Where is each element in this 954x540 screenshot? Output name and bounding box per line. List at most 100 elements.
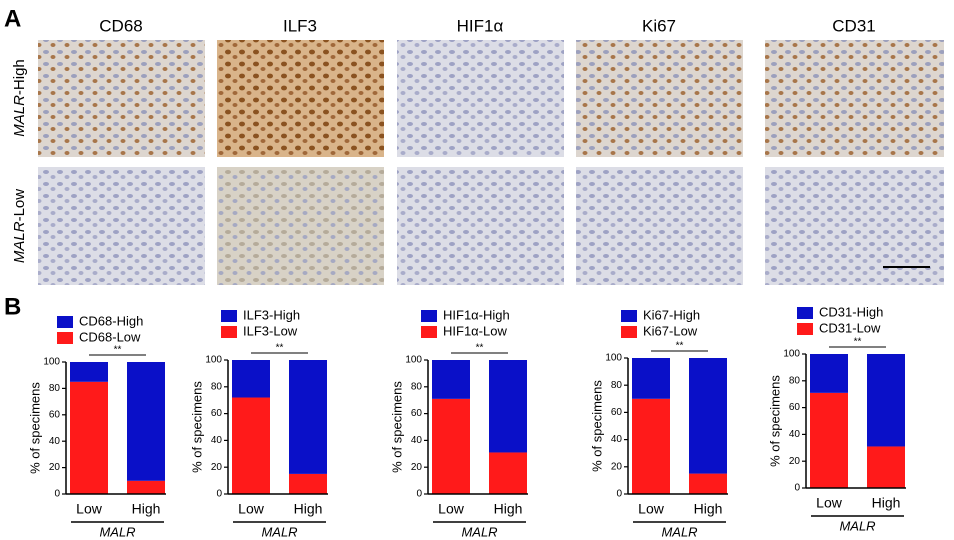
column-label: CD31 [832,16,875,35]
y-tick-label: 0 [416,489,422,500]
legend-label: CD31-High [819,304,883,319]
y-tick-label: 40 [211,435,223,446]
micrograph [765,167,944,285]
x-tick-label: Low [76,501,103,517]
y-tick-label: 60 [611,407,623,418]
y-tick-label: 0 [54,489,60,500]
legend-swatch [797,307,813,319]
row-label: MALR-Low [11,189,28,263]
bar-segment [632,358,670,399]
y-tick-label: 100 [205,355,222,366]
y-tick-label: 40 [611,434,623,445]
legend-swatch [621,326,637,338]
y-tick-label: 60 [211,408,223,419]
x-tick-label: Low [238,501,265,517]
y-tick-label: 80 [789,375,801,386]
micrograph [217,40,384,157]
bar-segment [127,362,165,481]
legend-label: ILF3-High [243,307,300,322]
bar-segment [810,392,848,488]
micrograph [397,40,564,157]
micrograph [576,167,743,285]
y-tick-label: 20 [211,462,223,473]
bar-segment [867,354,905,447]
row-label-gene: MALR [11,95,28,137]
legend-label: HIF1α-Low [443,323,507,338]
column-label: HIF1α [457,16,504,35]
y-tick-label: 100 [405,355,422,366]
y-tick-label: 0 [616,489,622,500]
y-tick-label: 60 [789,402,801,413]
bar-segment [70,381,108,494]
bar-segment [432,360,470,399]
y-axis-label: % of specimens [27,382,42,474]
x-tick-label: High [294,501,323,517]
legend-label: CD31-Low [819,320,881,335]
legend-swatch [421,310,437,322]
bar-segment [289,473,327,494]
row-label-suffix: -High [11,59,28,95]
bar-segment [289,360,327,474]
row-label-gene: MALR [11,221,28,263]
column-label: Ki67 [642,16,676,35]
panel-label: A [4,5,21,32]
bar-segment [489,452,527,494]
y-tick-label: 60 [49,409,61,420]
y-tick-label: 0 [216,489,222,500]
y-tick-label: 40 [789,429,801,440]
y-tick-label: 20 [49,462,61,473]
y-tick-label: 100 [605,353,622,364]
legend-swatch [421,326,437,338]
significance: ** [476,343,484,354]
x-tick-label: Low [438,501,465,517]
y-axis-label: % of specimens [767,375,782,467]
legend-swatch [57,332,73,344]
x-axis-label: MALR [99,524,135,539]
x-axis-label: MALR [261,524,297,539]
micrograph [38,167,205,285]
legend-label: CD68-Low [79,329,141,344]
legend-label: HIF1α-High [443,307,510,322]
x-tick-label: High [132,501,161,517]
significance: ** [676,341,684,352]
y-tick-label: 40 [411,435,423,446]
bar-segment [489,360,527,453]
y-tick-label: 60 [411,408,423,419]
legend-swatch [797,323,813,335]
y-tick-label: 80 [49,383,61,394]
legend-label: ILF3-Low [243,323,298,338]
y-tick-label: 20 [789,456,801,467]
x-axis-label: MALR [661,524,697,539]
y-tick-label: 40 [49,436,61,447]
bar-segment [867,446,905,488]
y-tick-label: 80 [611,380,623,391]
micrograph [397,167,564,285]
legend-label: Ki67-High [643,307,700,322]
x-tick-label: Low [816,495,843,511]
micrograph [217,167,384,285]
significance: ** [276,343,284,354]
x-axis-label: MALR [461,524,497,539]
y-tick-label: 0 [794,483,800,494]
x-tick-label: Low [638,501,665,517]
significance: ** [114,345,122,356]
legend-swatch [57,316,73,328]
bar-segment [232,360,270,398]
legend-label: CD68-High [79,313,143,328]
row-label: MALR-High [11,59,28,137]
bar-segment [127,480,165,494]
x-axis-label: MALR [839,518,875,533]
x-tick-label: High [694,501,723,517]
y-tick-label: 80 [411,381,423,392]
bar-segment [689,358,727,474]
legend-swatch [221,326,237,338]
panel-label: B [4,293,21,320]
y-axis-label: % of specimens [589,380,604,472]
micrographs [38,40,944,285]
bar-segment [632,398,670,494]
legend-swatch [221,310,237,322]
micrograph [38,40,205,157]
bar-segment [689,473,727,494]
bar-segment [432,398,470,494]
